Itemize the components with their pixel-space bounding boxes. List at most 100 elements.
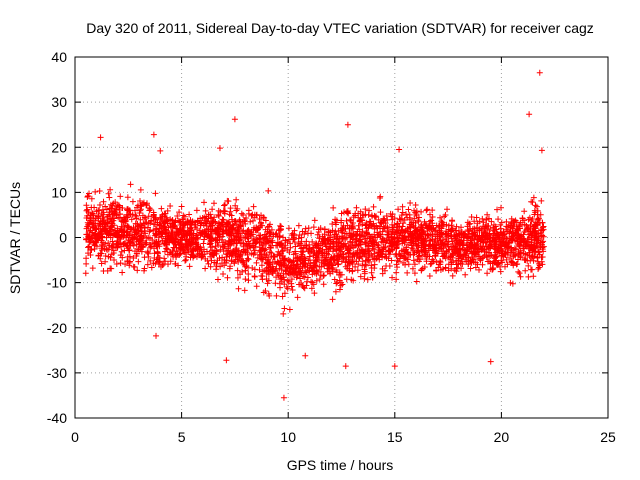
data-point: [137, 186, 144, 193]
data-point: [343, 276, 350, 283]
data-point: [380, 223, 387, 230]
data-point: [251, 236, 258, 243]
data-point: [215, 213, 222, 220]
y-tick-label: 20: [51, 139, 67, 155]
data-point: [164, 236, 171, 243]
data-point: [108, 265, 115, 272]
data-point: [485, 215, 492, 222]
data-point: [145, 220, 152, 227]
data-point: [291, 270, 298, 277]
data-point: [138, 228, 145, 235]
data-point: [512, 230, 519, 237]
data-point: [515, 250, 522, 257]
data-point: [217, 226, 224, 233]
data-point: [155, 250, 162, 257]
data-point: [456, 236, 463, 243]
data-point: [120, 219, 127, 226]
data-point: [212, 236, 219, 243]
data-point: [485, 249, 492, 256]
data-point: [96, 202, 103, 209]
data-point: [323, 259, 330, 266]
data-point: [275, 248, 282, 255]
data-point: [383, 262, 390, 269]
data-point: [492, 249, 499, 256]
data-point: [104, 213, 111, 220]
data-point: [174, 213, 181, 220]
data-point: [508, 222, 515, 229]
data-point: [207, 263, 214, 270]
data-point: [264, 254, 271, 261]
data-point: [310, 224, 317, 231]
data-point: [234, 226, 241, 233]
data-point: [89, 221, 96, 228]
data-point: [276, 232, 283, 239]
data-point: [290, 257, 297, 264]
data-point: [241, 287, 248, 294]
data-point: [359, 258, 366, 265]
data-point: [273, 230, 280, 237]
data-point: [187, 225, 194, 232]
data-point: [328, 264, 335, 271]
data-point: [455, 230, 462, 237]
data-point: [356, 232, 363, 239]
data-point: [396, 146, 403, 153]
data-point: [389, 247, 396, 254]
data-point: [486, 231, 493, 238]
data-point: [504, 261, 511, 268]
data-point: [300, 284, 307, 291]
data-point: [130, 242, 137, 249]
data-point: [395, 258, 402, 265]
data-point: [277, 241, 284, 248]
data-point: [487, 252, 494, 259]
data-point: [444, 231, 451, 238]
data-point: [416, 214, 423, 221]
data-point: [159, 229, 166, 236]
data-point: [283, 270, 290, 277]
data-point: [297, 269, 304, 276]
data-point: [207, 244, 214, 251]
data-point: [147, 206, 154, 213]
data-point: [84, 194, 91, 201]
data-point: [347, 216, 354, 223]
data-point: [84, 219, 91, 226]
data-point: [265, 271, 272, 278]
data-point: [339, 281, 346, 288]
data-point: [429, 231, 436, 238]
data-point: [370, 203, 377, 210]
data-point: [376, 247, 383, 254]
data-point: [419, 224, 426, 231]
data-point: [352, 263, 359, 270]
data-point: [442, 255, 449, 262]
data-point: [529, 253, 536, 260]
data-point: [102, 258, 109, 265]
data-point: [308, 230, 315, 237]
data-point: [142, 241, 149, 248]
data-point: [355, 222, 362, 229]
data-point: [237, 223, 244, 230]
data-point: [240, 227, 247, 234]
data-point: [508, 246, 515, 253]
data-point: [419, 237, 426, 244]
data-point: [509, 230, 516, 237]
data-point: [99, 247, 106, 254]
data-point: [469, 235, 476, 242]
data-point: [264, 280, 271, 287]
data-point: [122, 261, 129, 268]
data-point: [354, 228, 361, 235]
data-point: [489, 266, 496, 273]
data-point: [148, 264, 155, 271]
data-point: [245, 271, 252, 278]
data-point: [228, 226, 235, 233]
data-point: [127, 211, 134, 218]
x-tick-label: 15: [387, 429, 403, 445]
data-point: [97, 218, 104, 225]
data-point: [330, 204, 337, 211]
data-point: [344, 121, 351, 128]
data-point: [309, 271, 316, 278]
data-point: [214, 257, 221, 264]
data-point: [98, 233, 105, 240]
data-point: [383, 212, 390, 219]
data-point: [378, 238, 385, 245]
data-point: [411, 270, 418, 277]
data-point: [141, 214, 148, 221]
